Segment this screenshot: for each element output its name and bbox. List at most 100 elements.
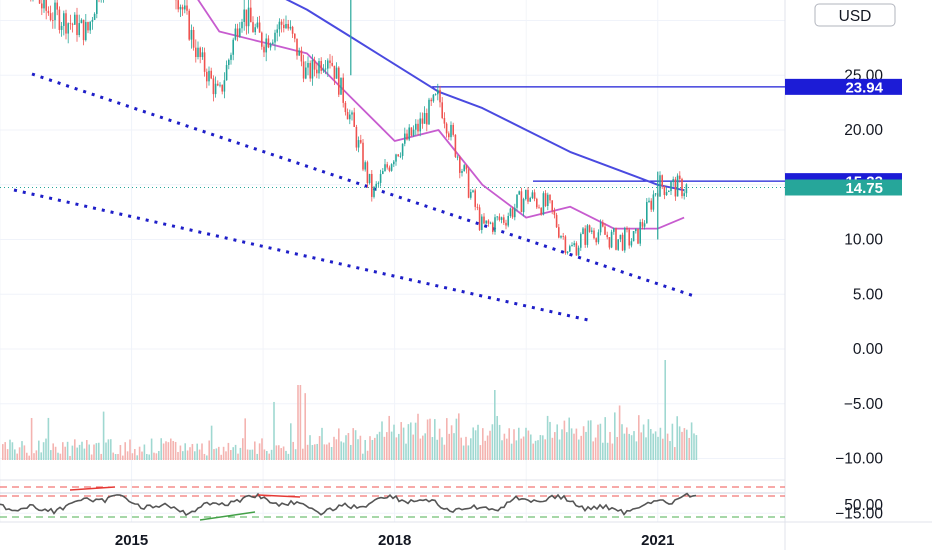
candle-body	[450, 124, 452, 138]
candle-body	[74, 14, 76, 25]
candle-body	[639, 222, 641, 244]
volume-bar	[561, 429, 563, 460]
volume-bar	[11, 442, 14, 460]
rsi-divergence-line	[199, 511, 256, 521]
candle-body	[254, 27, 256, 33]
candle-body	[562, 235, 564, 237]
candle-body	[558, 227, 560, 238]
volume-bar	[393, 424, 395, 460]
volume-bar	[179, 445, 182, 460]
volume-bar	[62, 442, 64, 460]
volume-bar	[74, 439, 76, 460]
volume-bar	[678, 426, 681, 460]
candle-body	[309, 62, 311, 79]
candle-body	[467, 169, 470, 198]
volume-bar	[266, 451, 268, 460]
volume-bar	[426, 419, 429, 460]
candle-body	[346, 112, 349, 120]
candle-body	[269, 43, 272, 48]
candle-body	[481, 216, 483, 230]
volume-bar	[539, 435, 542, 460]
candle-body	[599, 222, 602, 233]
candle-body	[661, 175, 663, 187]
volume-bar	[506, 438, 508, 460]
volume-bar	[256, 453, 258, 460]
candle-body	[225, 65, 228, 81]
price-tick-label: 0.00	[853, 341, 884, 358]
candle-body	[527, 189, 529, 202]
volume-bar	[321, 427, 323, 460]
volume-bar	[318, 436, 321, 460]
year-label: 2015	[115, 532, 148, 549]
volume-bar	[491, 424, 494, 460]
candle-body	[54, 2, 56, 21]
candle-body	[289, 26, 292, 29]
candle-body	[613, 228, 615, 232]
candle-body	[676, 175, 679, 197]
volume-bar	[513, 429, 515, 460]
volume-bar	[503, 433, 506, 460]
volume-bar	[150, 438, 153, 460]
volume-bar	[645, 437, 647, 460]
candle-body	[371, 173, 373, 197]
candle-body	[538, 207, 540, 209]
volume-bar	[215, 448, 218, 460]
volume-bar	[441, 437, 443, 460]
volume-bar	[352, 428, 354, 460]
candle-body	[329, 60, 331, 63]
volume-bar	[498, 424, 501, 460]
volume-bar	[194, 451, 196, 460]
candle-body	[274, 32, 276, 43]
candle-body	[375, 183, 377, 187]
candle-body	[588, 225, 591, 232]
candle-body	[313, 60, 316, 70]
volume-bar	[633, 431, 635, 460]
volume-bar	[213, 449, 215, 460]
volume-bar	[611, 443, 614, 460]
candle-body	[670, 182, 672, 192]
currency-label: USD	[839, 8, 872, 25]
volume-bar	[330, 447, 333, 460]
volume-bar	[251, 449, 254, 460]
candle-body	[357, 140, 360, 148]
volume-bar	[203, 453, 206, 460]
candle-body	[628, 229, 630, 246]
volume-bar	[191, 443, 194, 460]
volume-bar	[249, 449, 251, 460]
volume-bar	[592, 441, 594, 460]
candle-body	[621, 234, 624, 251]
candle-body	[85, 22, 87, 41]
volume-bar	[594, 437, 597, 460]
volume-bar	[450, 425, 453, 460]
volume-bar	[239, 447, 242, 460]
candle-body	[256, 22, 259, 28]
candle-body	[679, 175, 681, 179]
candle-body	[252, 22, 254, 33]
volume-bar	[148, 454, 150, 460]
candle-body	[186, 5, 188, 11]
volume-bar	[86, 440, 88, 460]
currency-badge[interactable]: USD	[814, 3, 896, 27]
candle-body	[635, 228, 637, 232]
candle-body	[441, 102, 443, 118]
volume-bar	[683, 428, 686, 460]
volume-bar	[410, 422, 412, 460]
volume-bar	[494, 390, 496, 460]
volume-bar	[47, 417, 50, 460]
volume-bar	[287, 453, 290, 460]
volume-bar	[50, 450, 52, 460]
volume-bar	[558, 439, 561, 460]
volume-bar	[609, 431, 611, 460]
volume-bar	[9, 439, 11, 460]
volume-bar	[693, 433, 695, 460]
candle-body	[217, 83, 219, 86]
volume-bar	[182, 451, 184, 460]
volume-bar	[338, 428, 340, 460]
volume-bar	[436, 439, 438, 460]
volume-bar	[54, 446, 57, 460]
volume-bar	[90, 454, 93, 460]
volume-bar	[443, 444, 446, 460]
candle-body	[360, 140, 362, 143]
